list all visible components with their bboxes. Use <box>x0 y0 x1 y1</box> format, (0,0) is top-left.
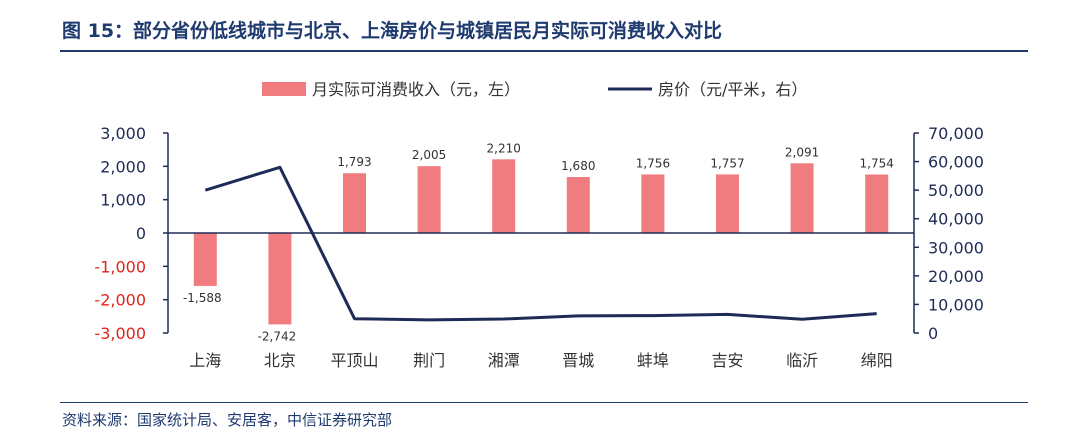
income-bar <box>566 177 590 233</box>
category-label: 蚌埠 <box>637 351 669 370</box>
left-axis-tick-label: 2,000 <box>100 157 146 176</box>
income-bar-labels: -1,588 -2,742 1,793 2,005 2,210 1,680 1,756 1,7… <box>183 141 894 343</box>
income-bar-label: 2,091 <box>785 145 819 159</box>
category-labels: 上海 北京 平顶山 荆门 湘潭 晋城 蚌埠 吉安 临沂 绵阳 <box>189 351 892 370</box>
category-label: 绵阳 <box>861 351 893 370</box>
income-bar <box>790 163 814 233</box>
income-bar-label: 2,210 <box>487 141 521 155</box>
category-label: 临沂 <box>786 351 818 370</box>
right-axis-tick-label: 60,000 <box>928 153 984 172</box>
category-label: 吉安 <box>711 351 743 370</box>
income-bar <box>716 174 739 233</box>
category-label: 湘潭 <box>488 351 520 370</box>
right-axis: 70,000 60,000 50,000 40,000 30,000 20,000 10,0… <box>913 124 984 343</box>
income-bar-label: 1,756 <box>636 156 670 170</box>
category-label: 晋城 <box>562 351 594 370</box>
income-bar <box>865 174 889 233</box>
legend-label-income: 月实际可消费收入（元，左） <box>312 80 520 99</box>
category-label: 北京 <box>264 351 296 370</box>
source-divider <box>60 402 1028 403</box>
right-axis-tick-label: 0 <box>928 324 938 343</box>
category-label: 平顶山 <box>330 351 378 370</box>
left-axis: 3,000 2,000 1,000 0 -1,000 -2,000 -3,000 <box>94 124 169 343</box>
title-divider <box>60 50 1028 52</box>
right-axis-tick-label: 30,000 <box>928 238 984 257</box>
income-bars <box>193 159 889 325</box>
figure-title: 图 15：部分省份低线城市与北京、上海房价与城镇居民月实际可消费收入对比 <box>62 20 723 42</box>
source-note: 资料来源：国家统计局、安居客，中信证券研究部 <box>62 411 393 429</box>
income-bar-label: 1,757 <box>710 156 744 170</box>
income-bar <box>417 166 441 233</box>
price-income-chart: 月实际可消费收入（元，左） 房价（元/平米，右） 3,000 2,000 1,000… <box>94 80 984 370</box>
right-axis-tick-label: 10,000 <box>928 295 984 314</box>
income-bar-label: 2,005 <box>412 148 446 162</box>
left-axis-tick-label: 0 <box>136 224 146 243</box>
legend-label-price: 房价（元/平米，右） <box>658 80 807 99</box>
left-axis-tick-label: 3,000 <box>100 124 146 143</box>
legend: 月实际可消费收入（元，左） 房价（元/平米，右） <box>262 80 807 99</box>
right-axis-tick-label: 50,000 <box>928 181 984 200</box>
left-axis-tick-label: 1,000 <box>100 191 146 210</box>
left-axis-tick-label: -3,000 <box>94 324 146 343</box>
left-axis-tick-label: -2,000 <box>94 291 146 310</box>
right-axis-tick-label: 20,000 <box>928 267 984 286</box>
price-line <box>204 165 877 322</box>
income-bar <box>492 159 516 233</box>
income-bar <box>268 233 292 325</box>
income-bar-label: -2,742 <box>258 329 297 343</box>
left-axis-tick-label: -1,000 <box>94 257 146 276</box>
income-bar <box>343 173 366 233</box>
category-label: 荆门 <box>413 351 445 370</box>
legend-swatch-income <box>262 82 306 96</box>
income-bar-label: 1,680 <box>561 159 595 173</box>
income-bar <box>641 174 665 233</box>
right-axis-tick-label: 40,000 <box>928 210 984 229</box>
income-bar <box>193 233 217 286</box>
income-bar-label: 1,793 <box>337 155 371 169</box>
right-axis-tick-label: 70,000 <box>928 124 984 143</box>
income-bar-label: -1,588 <box>183 291 222 305</box>
income-bar-label: 1,754 <box>860 157 894 171</box>
category-label: 上海 <box>189 351 221 370</box>
